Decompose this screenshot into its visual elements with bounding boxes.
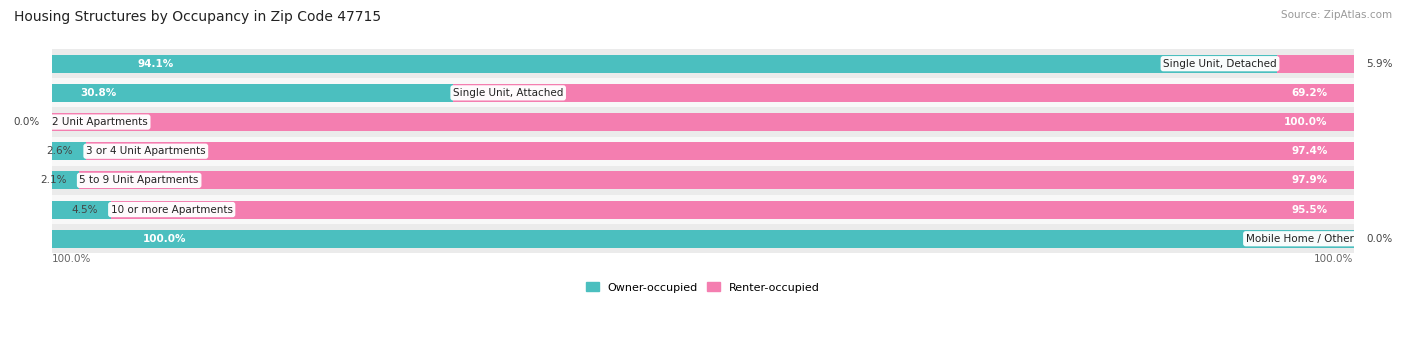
Text: Mobile Home / Other: Mobile Home / Other xyxy=(1246,234,1354,244)
Text: 0.0%: 0.0% xyxy=(13,117,39,127)
Text: 4.5%: 4.5% xyxy=(72,205,97,214)
Text: 5.9%: 5.9% xyxy=(1367,59,1393,69)
Text: 5 to 9 Unit Apartments: 5 to 9 Unit Apartments xyxy=(80,175,198,186)
Text: 100.0%: 100.0% xyxy=(143,234,187,244)
Text: 97.4%: 97.4% xyxy=(1291,146,1327,156)
Text: 100.0%: 100.0% xyxy=(1284,117,1327,127)
Text: 69.2%: 69.2% xyxy=(1292,88,1327,98)
Bar xyxy=(453,84,1354,102)
Text: 100.0%: 100.0% xyxy=(1315,254,1354,264)
Legend: Owner-occupied, Renter-occupied: Owner-occupied, Renter-occupied xyxy=(586,282,820,293)
Bar xyxy=(52,107,1354,137)
Text: Single Unit, Attached: Single Unit, Attached xyxy=(453,88,564,98)
Text: 94.1%: 94.1% xyxy=(138,59,174,69)
Text: Source: ZipAtlas.com: Source: ZipAtlas.com xyxy=(1281,10,1392,20)
Bar xyxy=(52,78,1354,107)
Text: 2.6%: 2.6% xyxy=(46,146,73,156)
Text: 95.5%: 95.5% xyxy=(1292,205,1327,214)
Text: 97.9%: 97.9% xyxy=(1292,175,1327,186)
Bar xyxy=(52,113,1354,131)
Bar xyxy=(52,171,80,190)
Bar xyxy=(52,49,1354,78)
Bar xyxy=(52,224,1354,253)
Bar xyxy=(52,137,1354,166)
Bar xyxy=(80,171,1354,190)
Text: 100.0%: 100.0% xyxy=(52,254,91,264)
Text: 0.0%: 0.0% xyxy=(1367,234,1393,244)
Text: Housing Structures by Occupancy in Zip Code 47715: Housing Structures by Occupancy in Zip C… xyxy=(14,10,381,24)
Text: Single Unit, Detached: Single Unit, Detached xyxy=(1163,59,1277,69)
Text: 30.8%: 30.8% xyxy=(80,88,117,98)
Text: 2.1%: 2.1% xyxy=(39,175,66,186)
Bar xyxy=(52,55,1277,73)
Bar xyxy=(52,195,1354,224)
Text: 3 or 4 Unit Apartments: 3 or 4 Unit Apartments xyxy=(86,146,205,156)
Bar xyxy=(52,230,1354,248)
Text: 10 or more Apartments: 10 or more Apartments xyxy=(111,205,233,214)
Text: 2 Unit Apartments: 2 Unit Apartments xyxy=(52,117,148,127)
Bar xyxy=(52,201,111,219)
Bar xyxy=(86,142,1354,160)
Bar xyxy=(52,84,453,102)
Bar xyxy=(1277,55,1354,73)
Bar xyxy=(52,166,1354,195)
Bar xyxy=(52,142,86,160)
Bar xyxy=(111,201,1354,219)
